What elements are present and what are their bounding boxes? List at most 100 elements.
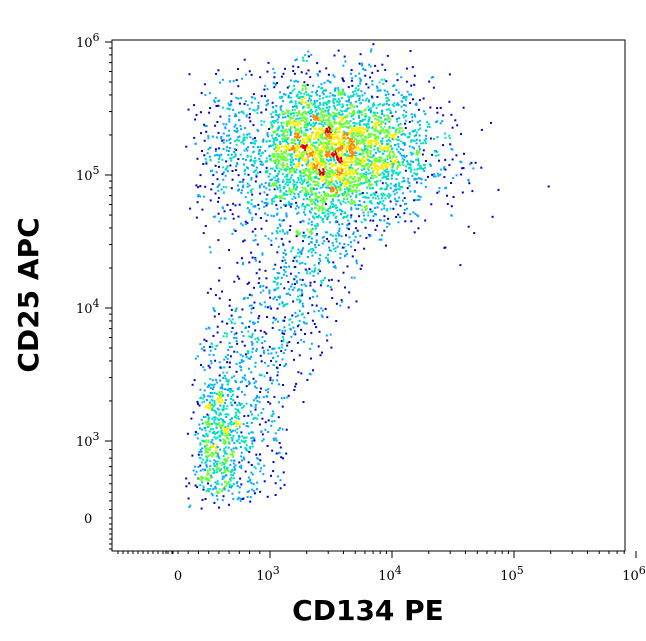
event-dot (376, 89, 379, 92)
event-dot (449, 143, 452, 146)
event-dot (290, 168, 293, 171)
event-dot (279, 108, 282, 111)
event-dot (240, 439, 243, 442)
event-dot (319, 354, 322, 357)
event-dot (354, 204, 357, 207)
event-dot (236, 138, 239, 141)
event-dot (242, 360, 245, 363)
event-dot (340, 160, 343, 163)
event-dot (334, 195, 337, 198)
event-dot (217, 430, 220, 433)
event-dot (281, 428, 284, 431)
event-dot (297, 195, 300, 198)
event-dot (314, 176, 317, 179)
event-dot (404, 203, 406, 206)
event-dot (387, 192, 390, 195)
event-dot (313, 323, 316, 325)
event-dot (296, 341, 299, 344)
event-dot (248, 480, 251, 483)
event-dot (254, 204, 257, 207)
event-dot (257, 320, 259, 323)
event-dot (273, 142, 276, 145)
event-dot (217, 408, 220, 411)
event-dot (284, 193, 287, 196)
event-dot (388, 163, 391, 166)
event-dot (292, 123, 295, 126)
event-dot (240, 192, 243, 194)
event-dot (284, 204, 287, 207)
event-dot (368, 179, 371, 182)
event-dot (262, 140, 265, 143)
event-dot (451, 148, 454, 151)
event-dot (373, 129, 376, 132)
event-dot (323, 160, 325, 163)
event-dot (269, 158, 272, 161)
event-dot (448, 164, 451, 167)
event-dot (383, 193, 386, 196)
event-dot (246, 191, 249, 194)
event-dot (384, 162, 387, 165)
event-dot (282, 146, 285, 149)
event-dot (326, 127, 329, 130)
event-dot (307, 165, 309, 168)
event-dot (243, 173, 246, 176)
event-dot (375, 121, 378, 124)
event-dot (344, 173, 347, 176)
event-dot (314, 206, 317, 209)
event-dot (350, 216, 352, 219)
event-dot (406, 160, 409, 163)
event-dot (270, 159, 273, 162)
event-dot (383, 78, 386, 81)
event-dot (294, 133, 296, 136)
event-dot (300, 372, 303, 375)
event-dot (237, 111, 240, 114)
event-dot (218, 158, 220, 160)
event-dot (351, 255, 354, 258)
event-dot (326, 193, 329, 195)
event-dot (277, 371, 279, 374)
event-dot (297, 371, 300, 374)
event-dot (226, 170, 229, 173)
event-dot (344, 162, 347, 165)
event-dot (292, 326, 295, 329)
event-dot (276, 164, 279, 167)
event-dot (308, 112, 311, 115)
event-dot (220, 153, 223, 156)
event-dot (309, 272, 312, 275)
event-dot (208, 383, 210, 386)
event-dot (392, 136, 395, 139)
event-dot (387, 93, 390, 96)
event-dot (396, 171, 398, 174)
event-dot (254, 157, 257, 159)
event-dot (396, 118, 399, 120)
event-dot (223, 463, 226, 466)
event-dot (329, 205, 332, 208)
event-dot (252, 399, 255, 402)
event-dot (357, 167, 359, 170)
event-dot (318, 196, 321, 199)
event-dot (301, 249, 304, 251)
event-dot (402, 149, 404, 151)
event-dot (329, 211, 332, 214)
event-dot (295, 58, 298, 61)
event-dot (272, 461, 275, 463)
event-dot (365, 176, 368, 179)
event-dot (381, 159, 384, 162)
event-dot (381, 194, 384, 197)
event-dot (421, 153, 424, 156)
event-dot (338, 189, 341, 192)
event-dot (346, 227, 349, 230)
event-dot (342, 133, 345, 136)
event-dot (269, 402, 272, 405)
event-dot (218, 374, 221, 377)
event-dot (237, 68, 239, 70)
event-dot (310, 167, 313, 170)
event-dot (340, 188, 343, 191)
event-dot (343, 191, 346, 193)
event-dot (364, 145, 366, 148)
event-dot (388, 103, 390, 106)
event-dot (286, 163, 289, 166)
event-dot (329, 81, 332, 84)
event-dot (341, 97, 343, 100)
event-dot (222, 166, 225, 169)
